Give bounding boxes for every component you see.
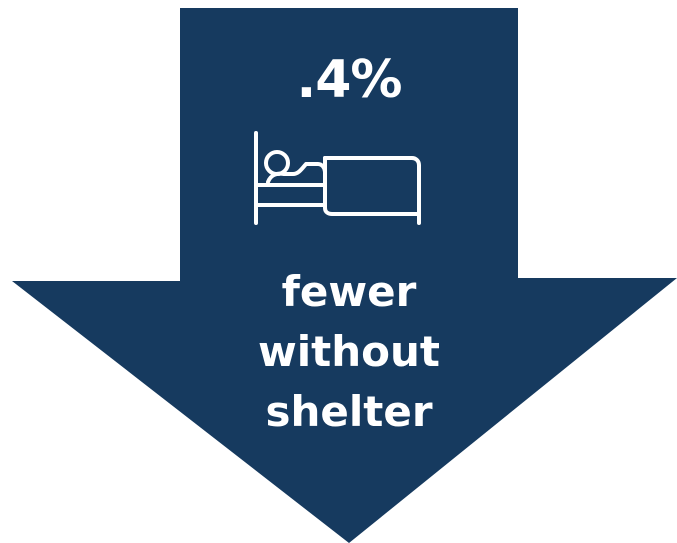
bed-icon (254, 131, 421, 225)
caption-text: fewer without shelter (180, 262, 518, 442)
caption-line-3: shelter (265, 387, 433, 436)
caption-line-1: fewer (281, 267, 417, 316)
caption-line-2: without (257, 327, 440, 376)
percentage-value: .4% (296, 50, 402, 110)
